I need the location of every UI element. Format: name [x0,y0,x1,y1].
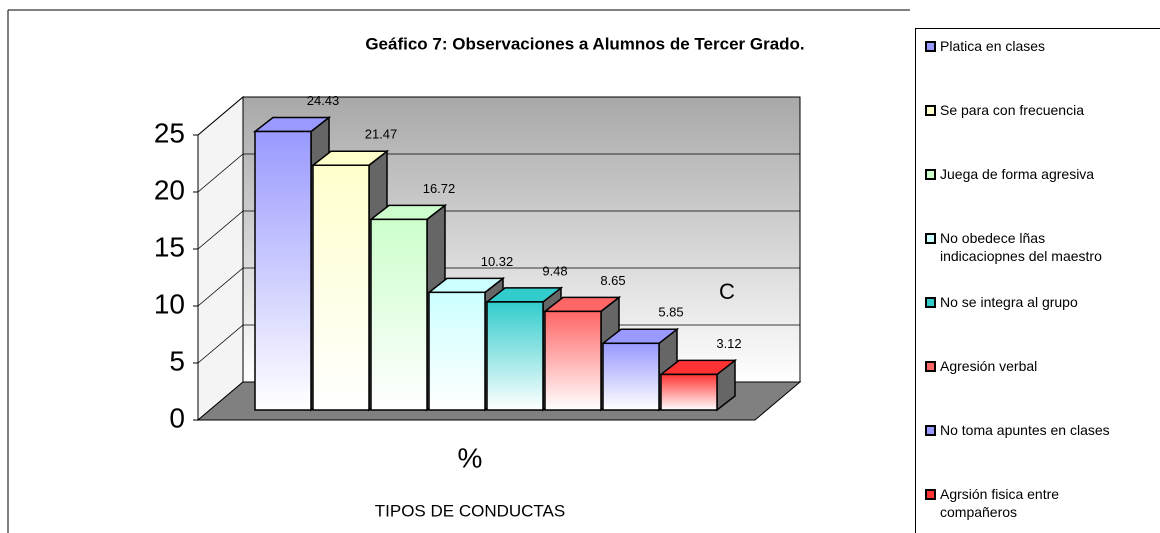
bar [370,218,428,411]
legend-label: Agresión verbal [940,358,1038,374]
y-tick-label: 15 [154,231,185,262]
grid-line [197,267,800,307]
side-wall [197,95,244,422]
bar [312,164,370,411]
data-label: 16.72 [423,181,456,196]
data-label: 10.32 [481,254,514,269]
legend-item: Se para con frecuencia [925,101,1112,119]
bar [486,301,544,411]
legend-swatch [925,233,936,244]
legend-label: Platica en clases [940,38,1046,54]
data-label: 9.48 [542,263,567,278]
y-tick-label: 5 [169,345,185,376]
grid-line [197,210,800,250]
legend-item: No se integra al grupo [925,293,1112,311]
legend-item: Agresión verbal [925,357,1112,375]
legend-item: Juega de forma agresiva [925,165,1112,183]
legend-swatch [925,169,936,180]
y-tick-label: 0 [169,402,185,433]
y-tick-label: 10 [154,288,185,319]
annotation: C [719,279,735,304]
legend-swatch [925,425,936,436]
data-label: 24.43 [307,93,340,108]
x-tick-label: % [458,442,483,473]
y-tick-label: 25 [154,117,185,148]
legend-swatch [925,361,936,372]
legend-label: No se integra al grupo [940,294,1078,310]
grid-line [197,96,800,136]
legend-item: No obedece lñas indicaciopnes del maestr… [925,229,1112,265]
legend-swatch [925,41,936,52]
data-label: 3.12 [716,336,741,351]
data-label: 5.85 [658,305,683,320]
chart-title: Geáfico 7: Observaciones a Alumnos de Te… [365,34,804,53]
legend-item: No toma apuntes en clases [925,421,1112,439]
legend-swatch [925,489,936,500]
x-axis-title: TIPOS DE CONDUCTAS [375,501,565,520]
bar [428,291,486,411]
bar [660,373,718,411]
legend-label: No obedece lñas indicaciopnes del maestr… [940,230,1102,264]
legend-label: No toma apuntes en clases [940,422,1110,438]
legend-label: Agrsión fisica entre compañeros [940,486,1060,520]
bar [544,310,602,411]
legend-label: Se para con frecuencia [940,102,1084,118]
data-label: 8.65 [600,273,625,288]
chart: Geáfico 7: Observaciones a Alumnos de Te… [7,9,910,533]
bar [254,130,312,411]
y-tick-label: 20 [154,174,185,205]
data-label: 21.47 [365,127,398,142]
legend-item: Agrsión fisica entre compañeros [925,485,1112,521]
bar [602,342,660,411]
legend-swatch [925,105,936,116]
legend: Platica en clases Se para con frecuencia J… [915,28,1160,533]
grid-line [197,153,800,193]
legend-item: Platica en clases [925,37,1112,55]
legend-swatch [925,297,936,308]
legend-label: Juega de forma agresiva [940,166,1095,182]
